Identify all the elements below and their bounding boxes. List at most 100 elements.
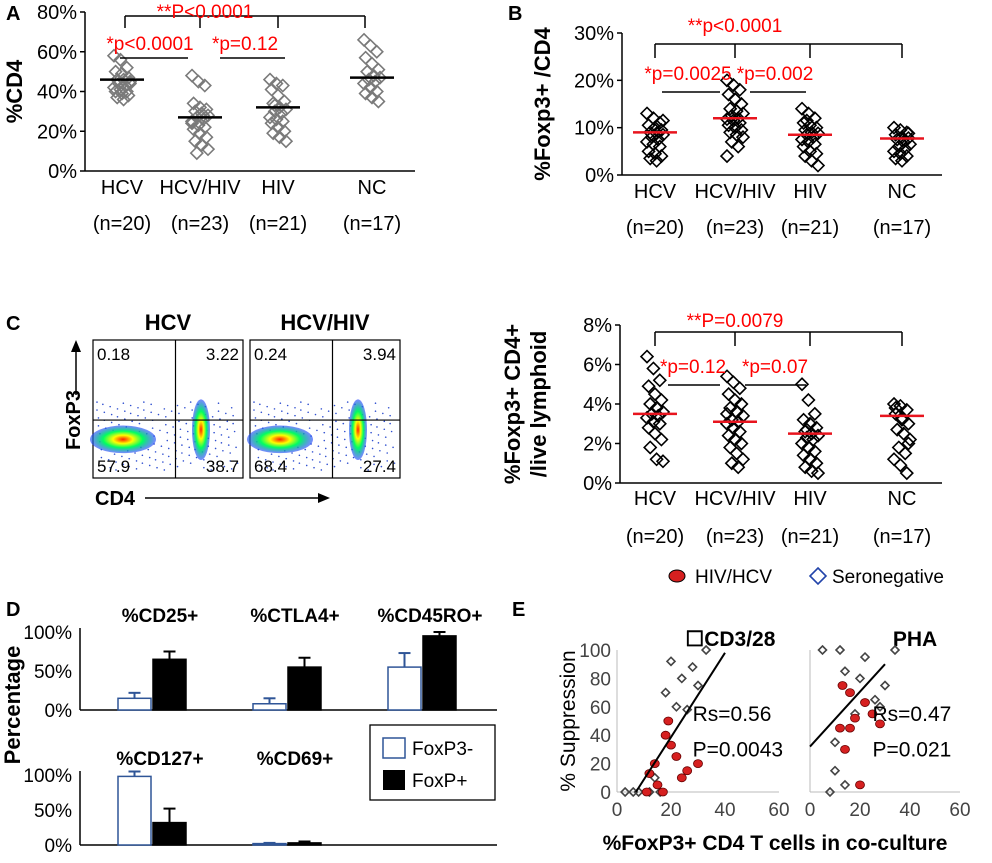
flow-event bbox=[220, 442, 223, 444]
red-point bbox=[840, 745, 850, 754]
flow-event bbox=[384, 436, 387, 438]
significance-label: **p<0.0001 bbox=[688, 16, 783, 37]
flow-event bbox=[392, 446, 394, 449]
p-label: P=0.0043 bbox=[693, 739, 784, 762]
flow-event bbox=[186, 438, 189, 441]
legend-label-seronegative: Seronegative bbox=[832, 567, 944, 588]
red-point bbox=[860, 698, 870, 707]
flow-event bbox=[360, 466, 362, 469]
data-point bbox=[801, 392, 816, 408]
panel-a: A 0% 20% 40% 60% 80% %CD4 HCV (n=20) HCV/HIV (n=23… bbox=[2, 2, 415, 235]
flow-event bbox=[317, 445, 320, 448]
flow-event bbox=[115, 469, 117, 471]
flow-event bbox=[141, 462, 144, 464]
data-point bbox=[721, 386, 736, 402]
flow-event bbox=[352, 456, 355, 459]
flow-event bbox=[131, 420, 133, 423]
flow-event bbox=[322, 416, 324, 418]
data-point bbox=[732, 82, 747, 97]
red-point bbox=[867, 709, 878, 719]
data-point bbox=[901, 436, 916, 451]
flow-event bbox=[348, 409, 350, 411]
flow-event bbox=[343, 438, 346, 441]
flow-event bbox=[291, 452, 293, 454]
flow-event bbox=[144, 417, 147, 419]
data-point bbox=[898, 446, 913, 461]
flow-event bbox=[373, 455, 375, 458]
data-point bbox=[655, 113, 671, 128]
data-point bbox=[721, 87, 736, 102]
flow-event bbox=[376, 426, 378, 428]
flow-event bbox=[346, 401, 349, 403]
data-point bbox=[894, 412, 910, 427]
flow-event bbox=[273, 408, 276, 410]
data-point bbox=[901, 416, 916, 431]
data-point bbox=[191, 74, 206, 89]
flow-event bbox=[162, 461, 164, 463]
cd4pos-population bbox=[349, 399, 367, 461]
flow-event bbox=[229, 460, 232, 462]
flow-event bbox=[154, 451, 157, 453]
flow-event bbox=[216, 455, 218, 458]
flow-event bbox=[295, 422, 298, 425]
flow-event bbox=[227, 444, 230, 446]
x-tick-label: 0 bbox=[805, 800, 816, 821]
category-label: HCV bbox=[634, 488, 677, 510]
data-point bbox=[719, 148, 735, 164]
data-point bbox=[794, 436, 810, 451]
red-point bbox=[682, 766, 693, 776]
open-point bbox=[671, 701, 682, 712]
rs-label: Rs=0.56 bbox=[693, 703, 772, 726]
x-axis-label: %FoxP3+ CD4 T cells in co-culture bbox=[603, 832, 948, 855]
open-point bbox=[879, 680, 891, 691]
data-point bbox=[721, 428, 736, 443]
flow-event bbox=[300, 409, 302, 411]
category-label: HCV/HIV bbox=[159, 177, 241, 199]
flow-event bbox=[360, 458, 362, 461]
scatter-title: ☐CD3/28 bbox=[685, 628, 775, 651]
flow-event bbox=[143, 409, 145, 411]
flow-event bbox=[281, 410, 283, 412]
y-tick-label: 100% bbox=[23, 623, 72, 644]
flow-event bbox=[384, 444, 387, 446]
open-point bbox=[676, 673, 687, 684]
flow-event bbox=[150, 403, 152, 406]
flow-event bbox=[367, 469, 369, 471]
flow-event bbox=[333, 404, 336, 407]
data-point bbox=[890, 422, 905, 437]
data-point bbox=[184, 68, 200, 83]
flow-event bbox=[341, 406, 343, 409]
flow-event bbox=[223, 465, 226, 468]
flow-event bbox=[128, 457, 131, 460]
flow-event bbox=[203, 466, 205, 469]
open-point bbox=[824, 786, 836, 798]
flow-event bbox=[346, 462, 349, 464]
flow-event bbox=[157, 413, 160, 416]
flow-event bbox=[320, 469, 323, 471]
bar bbox=[287, 666, 322, 711]
flow-event bbox=[227, 436, 230, 438]
data-point bbox=[724, 134, 739, 149]
significance-label: **P=0.0079 bbox=[687, 311, 784, 332]
legend-foxp3pos: FoxP+ bbox=[412, 771, 467, 792]
significance-label: *p=0.12 bbox=[212, 34, 278, 55]
data-point bbox=[654, 392, 669, 408]
flow-event bbox=[279, 463, 282, 466]
flow-event bbox=[100, 456, 103, 459]
red-point bbox=[875, 719, 885, 729]
open-point bbox=[839, 666, 851, 677]
rs-label: Rs=0.47 bbox=[873, 703, 952, 726]
data-point bbox=[810, 158, 826, 173]
data-point bbox=[886, 452, 902, 467]
data-point bbox=[654, 432, 669, 447]
open-point bbox=[692, 680, 704, 691]
cd4pos-population bbox=[192, 399, 210, 461]
open-point bbox=[700, 644, 712, 656]
flow-y-label: FoxP3 bbox=[63, 390, 85, 450]
flow-event bbox=[387, 468, 390, 470]
flow-event bbox=[232, 422, 234, 425]
data-point bbox=[371, 94, 386, 109]
legend-foxp3neg-icon bbox=[382, 737, 406, 759]
data-point bbox=[726, 375, 741, 390]
